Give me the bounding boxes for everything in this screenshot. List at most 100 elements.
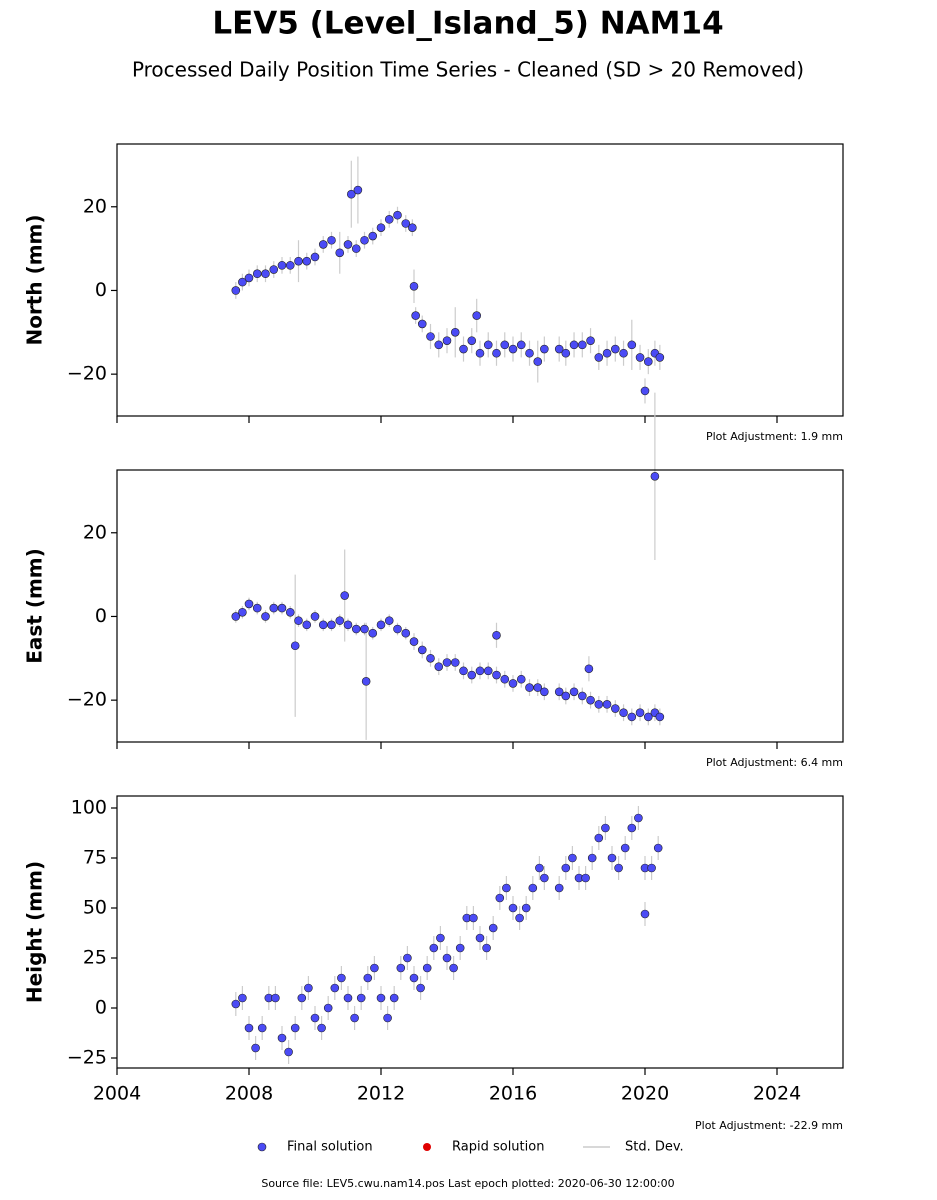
data-point bbox=[525, 683, 534, 692]
data-point bbox=[450, 328, 460, 337]
data-point bbox=[561, 691, 571, 701]
data-point bbox=[602, 700, 612, 709]
data-point bbox=[323, 1003, 333, 1013]
data-point bbox=[554, 687, 564, 697]
data-point bbox=[635, 353, 645, 362]
data-point bbox=[401, 628, 411, 638]
x-tick-label: 2016 bbox=[489, 1083, 537, 1105]
data-point bbox=[363, 973, 373, 983]
legend-label: Std. Dev. bbox=[625, 1140, 684, 1155]
data-point bbox=[601, 823, 610, 833]
data-point bbox=[384, 616, 394, 625]
data-point bbox=[561, 863, 571, 873]
data-point bbox=[337, 973, 346, 983]
data-point bbox=[561, 348, 571, 358]
data-point bbox=[607, 853, 617, 863]
data-point bbox=[304, 983, 313, 993]
data-point bbox=[393, 624, 402, 634]
y-tick-label: 20 bbox=[83, 521, 107, 543]
data-point bbox=[483, 666, 493, 676]
data-point bbox=[368, 628, 378, 638]
data-point bbox=[449, 963, 458, 973]
data-point bbox=[640, 386, 650, 396]
data-point bbox=[310, 252, 320, 262]
data-point bbox=[586, 336, 595, 345]
data-point bbox=[627, 712, 637, 722]
data-point bbox=[467, 670, 477, 680]
x-tick-label: 2020 bbox=[621, 1083, 669, 1105]
data-point bbox=[244, 273, 254, 283]
data-point bbox=[594, 353, 604, 362]
data-point bbox=[261, 612, 270, 621]
data-point bbox=[533, 683, 543, 692]
data-point bbox=[594, 700, 604, 709]
data-point bbox=[643, 712, 653, 722]
data-point bbox=[467, 336, 477, 345]
data-point bbox=[516, 340, 526, 350]
data-point bbox=[655, 353, 665, 362]
data-point bbox=[640, 909, 650, 919]
data-point bbox=[653, 843, 663, 853]
footer: Source file: LEV5.cwu.nam14.pos Last epo… bbox=[261, 1177, 674, 1190]
data-point bbox=[290, 641, 300, 651]
data-point bbox=[302, 620, 312, 630]
data-point bbox=[475, 933, 485, 943]
data-point bbox=[500, 674, 510, 684]
data-point bbox=[515, 913, 524, 923]
data-point bbox=[540, 344, 549, 354]
y-tick-label: 100 bbox=[71, 797, 107, 819]
data-point bbox=[635, 708, 645, 718]
data-point bbox=[594, 833, 604, 843]
data-point bbox=[370, 963, 379, 973]
data-point bbox=[619, 348, 628, 358]
data-point bbox=[340, 591, 350, 600]
data-point bbox=[634, 813, 643, 823]
data-point bbox=[614, 863, 623, 873]
data-point bbox=[417, 645, 427, 655]
data-point bbox=[533, 357, 543, 366]
data-point bbox=[409, 281, 419, 291]
data-point bbox=[586, 695, 595, 705]
data-point bbox=[383, 1013, 392, 1023]
data-point bbox=[426, 654, 435, 663]
data-point bbox=[492, 630, 501, 640]
data-point bbox=[376, 223, 386, 232]
data-point bbox=[356, 993, 366, 1003]
data-point bbox=[620, 843, 630, 853]
data-point bbox=[569, 340, 579, 350]
data-point bbox=[318, 240, 328, 249]
data-point bbox=[442, 658, 452, 667]
data-point bbox=[285, 607, 295, 617]
data-point bbox=[351, 244, 361, 253]
data-point bbox=[360, 235, 369, 245]
data-point bbox=[469, 913, 478, 923]
data-point bbox=[353, 185, 363, 195]
data-point bbox=[361, 677, 371, 686]
data-point bbox=[436, 933, 445, 943]
data-point bbox=[459, 666, 468, 676]
data-point bbox=[619, 708, 628, 718]
data-point bbox=[492, 348, 501, 358]
data-point bbox=[488, 923, 498, 933]
data-point bbox=[442, 953, 452, 963]
data-point bbox=[310, 1013, 320, 1023]
data-point bbox=[360, 624, 369, 634]
data-point bbox=[525, 348, 534, 358]
data-point bbox=[294, 256, 303, 266]
data-point bbox=[327, 235, 336, 245]
data-point bbox=[368, 231, 378, 241]
plot-frame bbox=[116, 469, 844, 743]
data-point bbox=[269, 265, 279, 274]
data-point bbox=[393, 210, 402, 220]
data-point bbox=[422, 963, 432, 973]
data-point bbox=[508, 903, 518, 913]
data-point bbox=[285, 261, 295, 270]
plot-adjustment: Plot Adjustment: 6.4 mm bbox=[706, 756, 843, 769]
data-point bbox=[647, 863, 656, 873]
data-point bbox=[277, 603, 287, 613]
data-point bbox=[540, 687, 549, 697]
data-point bbox=[417, 319, 427, 329]
data-point bbox=[495, 893, 505, 903]
data-point bbox=[261, 269, 270, 279]
